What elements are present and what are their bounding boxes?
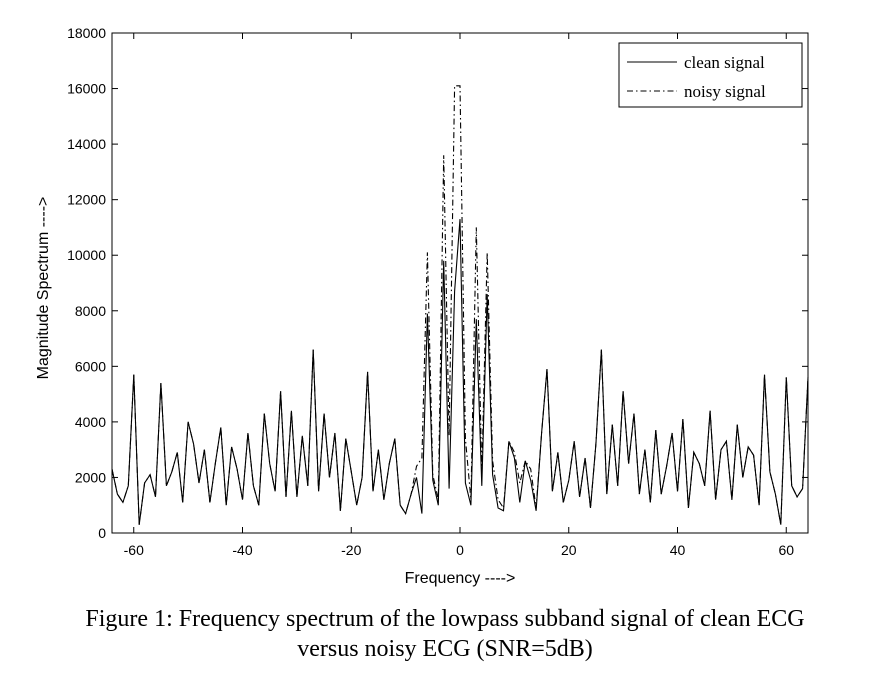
y-tick-label: 18000	[67, 25, 106, 41]
y-tick-label: 8000	[75, 303, 106, 319]
y-axis-label: Magnitude Spectrum ---->	[35, 197, 52, 380]
x-tick-label: 0	[456, 542, 464, 558]
y-axis: 0 2000 4000 6000 8000 10000 12000 14000 16000 180…	[67, 25, 808, 541]
x-tick-label: -40	[232, 542, 252, 558]
plot-area	[111, 32, 809, 534]
y-tick-label: 14000	[67, 136, 106, 152]
x-axis: -60 -40 -20 0 20 40 60	[124, 33, 794, 558]
legend-box	[618, 42, 803, 108]
legend-label: noisy signal	[684, 82, 766, 101]
y-tick-label: 2000	[75, 469, 106, 485]
y-tick-label: 4000	[75, 414, 106, 430]
y-tick-label: 16000	[67, 81, 106, 97]
y-tick-label: 10000	[67, 247, 106, 263]
y-tick-label: 0	[98, 525, 106, 541]
legend: clean signal noisy signal	[618, 42, 803, 108]
x-tick-label: -60	[124, 542, 144, 558]
y-tick-label: 6000	[75, 358, 106, 374]
x-tick-label: 40	[670, 542, 686, 558]
chart: 0 2000 4000 6000 8000 10000 12000 14000 16000 180…	[35, 25, 809, 587]
y-tick-label: 12000	[67, 192, 106, 208]
figure-caption: Figure 1: Frequency spectrum of the lowp…	[0, 604, 890, 664]
caption-line-2: versus noisy ECG (SNR=5dB)	[297, 636, 593, 662]
x-tick-label: 60	[778, 542, 794, 558]
x-tick-label: -20	[341, 542, 361, 558]
legend-label: clean signal	[684, 53, 765, 72]
series-line-clean-signal	[111, 219, 809, 525]
plot-frame	[111, 32, 809, 534]
x-axis-label: Frequency ---->	[405, 570, 516, 587]
caption-line-1: Figure 1: Frequency spectrum of the lowp…	[85, 606, 805, 632]
x-tick-label: 20	[561, 542, 577, 558]
